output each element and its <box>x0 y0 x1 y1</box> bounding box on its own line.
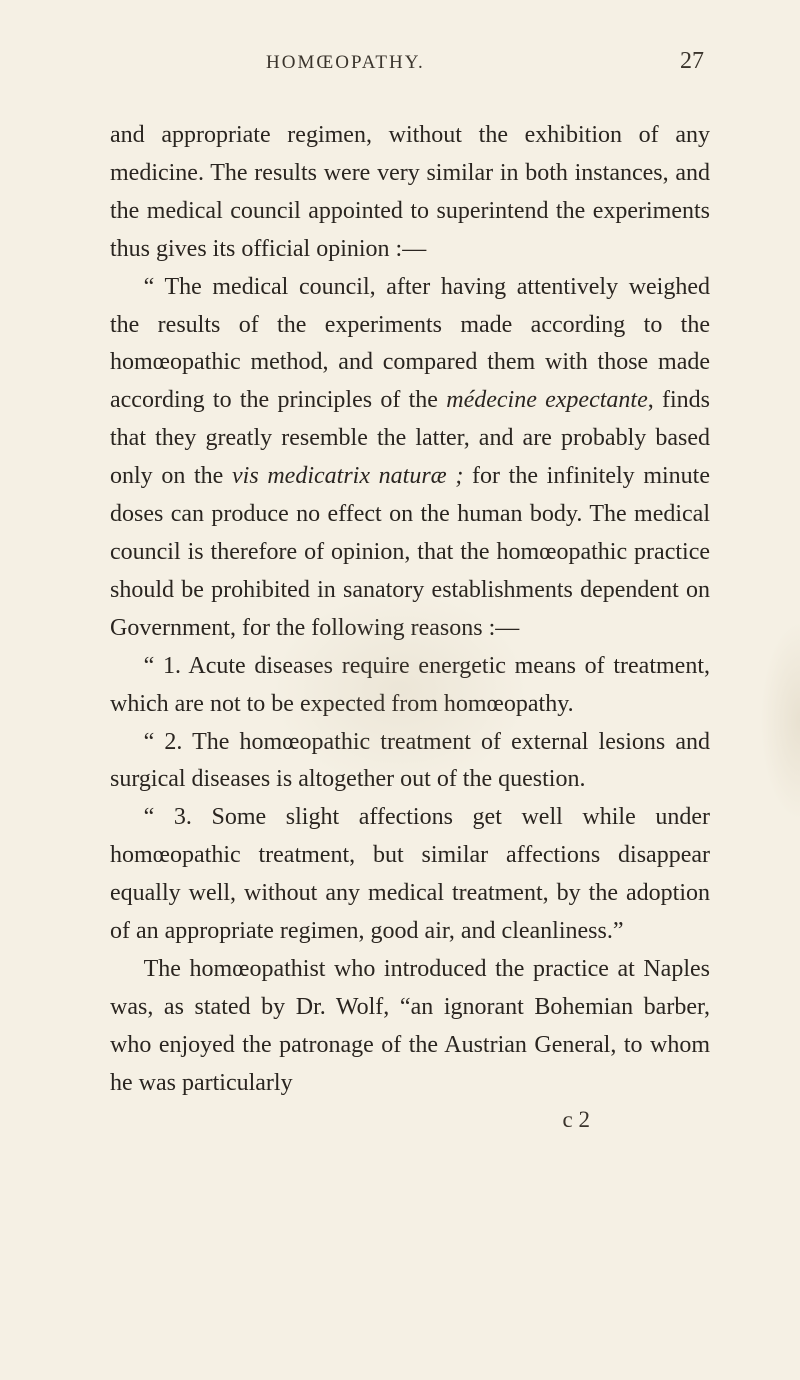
paragraph-4: “ 2. The homœopathic treatment of extern… <box>110 724 710 800</box>
paragraph-3: “ 1. Acute diseases require energetic me… <box>110 648 710 724</box>
paragraph-6: The homœopathist who introduced the prac… <box>110 951 710 1103</box>
para-2-italic-2: vis medicatrix naturæ ; <box>232 463 463 489</box>
paragraph-5: “ 3. Some slight affections get well whi… <box>110 799 710 951</box>
page-number: 27 <box>680 48 704 75</box>
para-1-text: and appropriate regimen, without the exh… <box>110 122 710 262</box>
page-header: HOMŒOPATHY. 27 <box>110 48 710 75</box>
body-text: and appropriate regimen, without the exh… <box>110 117 710 1103</box>
page-container: HOMŒOPATHY. 27 and appropriate regimen, … <box>0 0 800 1380</box>
paragraph-2: “ The medical council, after having atte… <box>110 269 710 648</box>
signature-mark: c 2 <box>110 1107 710 1133</box>
running-head: HOMŒOPATHY. <box>266 52 425 74</box>
para-3-text: “ 1. Acute diseases require energetic me… <box>110 653 710 717</box>
para-2c: for the infinitely minute doses can prod… <box>110 463 710 641</box>
para-6-text: The homœopathist who introduced the prac… <box>110 956 710 1096</box>
para-2-italic-1: médecine expectante <box>446 387 647 413</box>
paragraph-1: and appropriate regimen, without the exh… <box>110 117 710 269</box>
para-4-text: “ 2. The homœopathic treatment of extern… <box>110 729 710 793</box>
para-5-text: “ 3. Some slight affections get well whi… <box>110 804 710 944</box>
